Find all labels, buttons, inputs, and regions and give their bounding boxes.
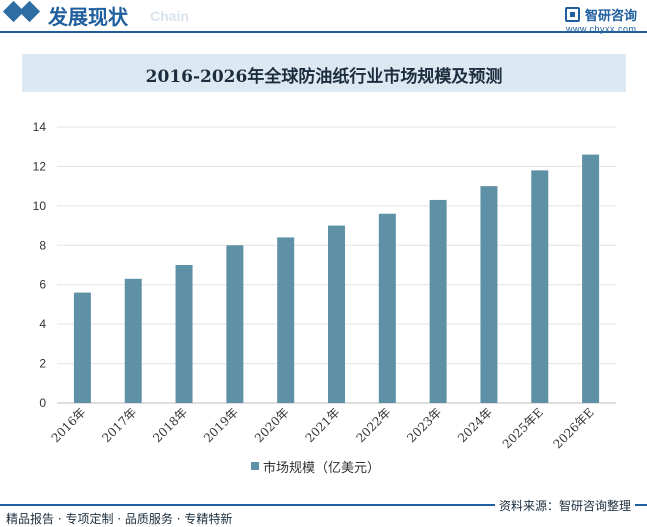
x-tick-label: 2016年 [49, 405, 89, 445]
brand-name: 智研咨询 [585, 9, 638, 24]
bar [378, 213, 396, 403]
x-tick-label: 2021年 [303, 405, 343, 445]
x-tick-label: 2026年E [551, 405, 597, 451]
x-tick-label: 2024年 [455, 405, 495, 445]
bar [73, 292, 91, 403]
y-tick-label: 2 [39, 357, 46, 371]
bar [328, 225, 345, 403]
y-tick-label: 6 [39, 278, 46, 292]
x-tick-label: 2019年 [201, 405, 241, 445]
chart-title-bar [22, 54, 626, 92]
x-tick-label: 2020年 [252, 405, 292, 445]
header: 发展现状 Chain 智研咨询 www.chyxx.com [0, 0, 647, 36]
y-tick-label: 10 [33, 199, 47, 213]
header-divider [0, 31, 647, 33]
y-tick-label: 14 [33, 120, 47, 134]
y-tick-label: 0 [39, 396, 46, 410]
x-tick-label: 2018年 [150, 405, 190, 445]
footer-tagline: 精品报告 · 专项定制 · 品质服务 · 专精特新 [6, 512, 233, 526]
chart-title: 2016-2026年全球防油纸行业市场规模及预测 [145, 67, 503, 87]
data-source: 资料来源：智研咨询整理 [495, 497, 636, 514]
x-tick-label: 2017年 [99, 405, 139, 445]
bar [277, 237, 295, 403]
bar [582, 154, 600, 403]
x-tick-label: 2023年 [404, 405, 444, 445]
section-title: 发展现状 [48, 5, 128, 29]
y-tick-label: 4 [39, 317, 46, 331]
x-tick-label: 2025年E [500, 405, 546, 451]
bar [226, 245, 244, 403]
legend-label: 市场规模（亿美元） [263, 461, 381, 476]
bar [124, 278, 142, 403]
brand-logo-icon [565, 7, 580, 22]
bar [480, 186, 498, 403]
x-tick-label: 2022年 [353, 405, 393, 445]
bar [175, 265, 193, 403]
y-tick-label: 8 [39, 238, 46, 252]
brand-url: www.chyxx.com [566, 24, 637, 34]
legend-swatch [251, 462, 259, 470]
section-subtitle: Chain [150, 8, 189, 24]
bar [429, 199, 447, 403]
footer-divider [0, 504, 647, 506]
y-tick-label: 12 [33, 159, 47, 173]
bar [531, 170, 549, 403]
